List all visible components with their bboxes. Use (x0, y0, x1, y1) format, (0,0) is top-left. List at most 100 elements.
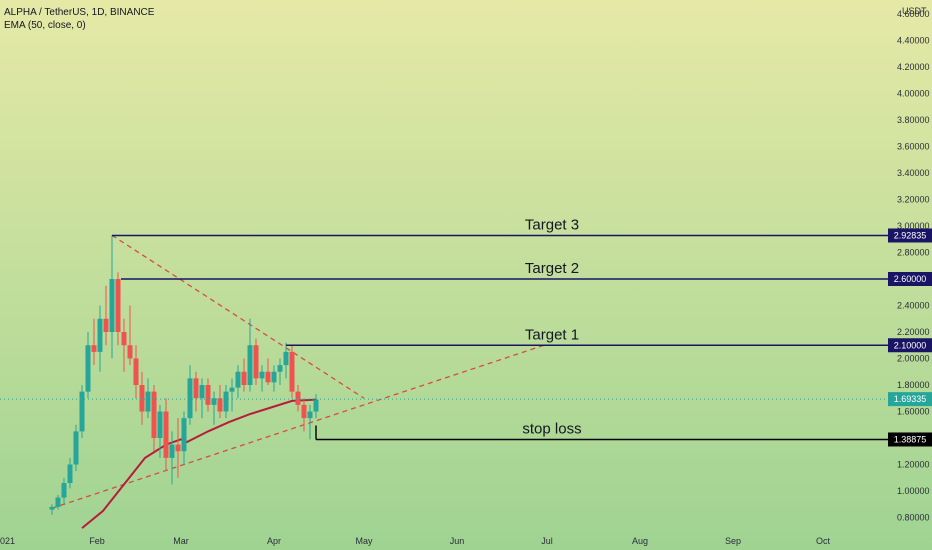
candle (133, 345, 139, 399)
candle (103, 285, 109, 346)
indicator-title: EMA (50, close, 0) (4, 20, 86, 31)
candle (49, 504, 55, 515)
candle-body (109, 279, 115, 332)
candle-body (187, 378, 193, 419)
candle (97, 305, 103, 372)
candle (151, 385, 157, 452)
candle (55, 494, 61, 510)
level-label: Target 3 (525, 216, 579, 233)
candle-body (121, 332, 127, 346)
candle (211, 391, 217, 425)
candle-body (259, 371, 265, 379)
candle (139, 371, 145, 425)
candle-body (139, 385, 145, 412)
y-tick-label: 1.60000 (897, 407, 930, 417)
candle (169, 431, 175, 485)
candle-body (133, 358, 139, 385)
candle (121, 318, 127, 372)
x-tick-label: Jul (541, 536, 553, 546)
x-tick-label: 021 (0, 536, 15, 546)
candle-body (295, 391, 301, 405)
y-tick-label: 0.80000 (897, 513, 930, 523)
candle (127, 305, 133, 366)
candle-body (205, 385, 211, 405)
ema-line (81, 398, 317, 529)
candles (49, 235, 319, 515)
candle (277, 358, 283, 385)
candle-body (313, 399, 319, 412)
y-tick-label: 4.20000 (897, 62, 930, 72)
candle (217, 385, 223, 419)
candle-body (79, 391, 85, 432)
level-lines[interactable]: Target 3 Target 2 Target 1 stop loss (0, 216, 888, 441)
candle-body (247, 345, 253, 385)
candle-body (235, 371, 241, 388)
price-badge: 2.60000 (894, 274, 927, 284)
y-tick-label: 3.60000 (897, 142, 930, 152)
candle-body (241, 371, 247, 385)
candle-body (157, 411, 163, 438)
candle-body (223, 391, 229, 412)
candle (199, 378, 205, 419)
candle-body (49, 506, 55, 510)
x-tick-label: Sep (725, 536, 741, 546)
candle (295, 385, 301, 412)
candle-body (91, 345, 97, 352)
y-tick-label: 2.00000 (897, 354, 930, 364)
candle-body (199, 385, 205, 399)
y-tick-label: 4.00000 (897, 89, 930, 99)
candle (109, 235, 115, 359)
price-badge: 1.38875 (894, 434, 927, 444)
candle-body (55, 497, 61, 507)
candle-body (289, 351, 295, 392)
candle (205, 378, 211, 412)
candle-body (175, 444, 181, 452)
price-badge-box (888, 272, 932, 286)
candle (115, 272, 121, 346)
y-tick-label: 3.40000 (897, 168, 930, 178)
candle (283, 342, 289, 379)
candle-body (181, 418, 187, 452)
symbol-title: ALPHA / TetherUS, 1D, BINANCE (4, 7, 155, 18)
price-badges: 2.92835 2.60000 2.10000 1.38875 1.69335 (888, 228, 932, 447)
current-price-badge-box (888, 392, 932, 407)
candle-body (217, 398, 223, 412)
candle (247, 318, 253, 392)
x-tick-label: Aug (632, 536, 648, 546)
candle (181, 411, 187, 465)
candle-body (85, 345, 91, 392)
candle (313, 394, 319, 419)
candle (157, 404, 163, 458)
candle (73, 424, 79, 472)
level-label: stop loss (522, 420, 581, 437)
y-tick-label: 1.80000 (897, 380, 930, 390)
current-price-badge: 1.69335 (894, 394, 927, 404)
candle (187, 365, 193, 425)
x-tick-label: Oct (816, 536, 831, 546)
candle-body (169, 444, 175, 458)
candle-body (73, 431, 79, 465)
x-tick-label: Apr (267, 536, 281, 546)
y-tick-label: 4.60000 (897, 9, 930, 19)
y-tick-label: 2.40000 (897, 301, 930, 311)
candle-body (97, 318, 103, 352)
candle-body (163, 411, 169, 458)
candle-body (193, 378, 199, 399)
candle (265, 358, 271, 385)
y-tick-label: 3.00000 (897, 221, 930, 231)
candle (241, 358, 247, 392)
candle (259, 365, 265, 392)
candle-body (271, 371, 277, 383)
price-badge: 2.92835 (894, 230, 927, 240)
y-tick-label: 3.20000 (897, 195, 930, 205)
ema-layer (81, 398, 317, 529)
y-tick-label: 2.80000 (897, 248, 930, 258)
level-label: Target 1 (525, 326, 579, 343)
x-tick-label: Mar (173, 536, 189, 546)
candle (145, 378, 151, 419)
y-tick-label: 1.00000 (897, 486, 930, 496)
level-label: Target 2 (525, 260, 579, 277)
